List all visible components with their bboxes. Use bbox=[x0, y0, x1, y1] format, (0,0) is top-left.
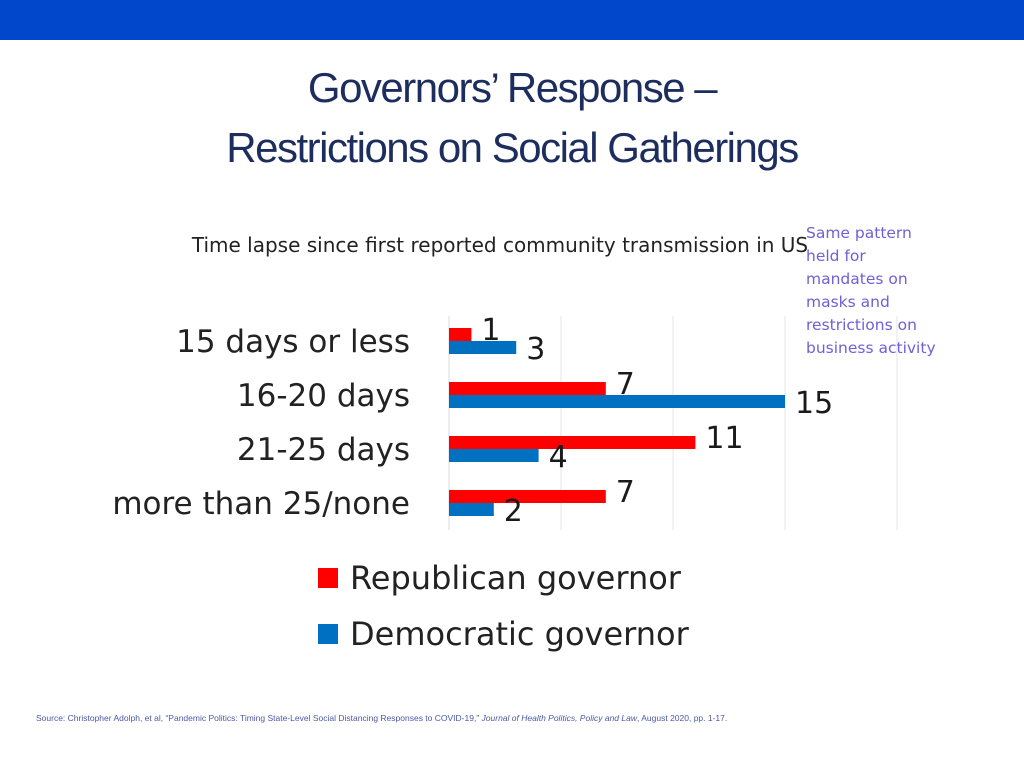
source-journal: Journal of Health Politics, Policy and L… bbox=[481, 713, 637, 723]
source-suffix: , August 2020, pp. 1-17. bbox=[636, 713, 728, 723]
bar-democratic bbox=[449, 503, 494, 516]
slide-title: Governors’ Response – Restrictions on So… bbox=[0, 58, 1024, 178]
bar-democratic bbox=[449, 449, 539, 462]
chart-legend: Republican governor Democratic governor bbox=[318, 550, 689, 662]
bar-democratic bbox=[449, 341, 517, 354]
legend-swatch-republican bbox=[318, 568, 338, 588]
legend-swatch-democratic bbox=[318, 624, 338, 644]
legend-item-democratic: Democratic governor bbox=[318, 606, 689, 662]
data-label-republican: 1 bbox=[481, 313, 500, 348]
bar-republican bbox=[449, 436, 696, 449]
side-note: Same pattern held for mandates on masks … bbox=[806, 224, 936, 357]
source-prefix: Source: Christopher Adolph, et al, “Pand… bbox=[36, 713, 480, 723]
top-banner-bar bbox=[0, 0, 1024, 40]
legend-item-republican: Republican governor bbox=[318, 550, 689, 606]
slide-title-line-2: Restrictions on Social Gatherings bbox=[226, 124, 799, 171]
category-label: more than 25/none bbox=[112, 486, 410, 522]
data-label-democratic: 15 bbox=[795, 386, 833, 421]
chart-title: Time lapse since first reported communit… bbox=[191, 233, 809, 257]
bar-republican bbox=[449, 490, 606, 503]
category-label: 15 days or less bbox=[176, 324, 410, 360]
legend-label-republican: Republican governor bbox=[350, 559, 681, 597]
data-label-republican: 11 bbox=[705, 421, 743, 456]
bar-republican bbox=[449, 328, 472, 341]
data-label-democratic: 3 bbox=[526, 332, 545, 367]
bar-republican bbox=[449, 382, 606, 395]
data-label-democratic: 4 bbox=[549, 440, 568, 475]
data-label-republican: 7 bbox=[616, 475, 635, 510]
bar-democratic bbox=[449, 395, 785, 408]
category-label: 21-25 days bbox=[237, 432, 410, 468]
source-citation: Source: Christopher Adolph, et al, “Pand… bbox=[36, 713, 727, 723]
category-label: 16-20 days bbox=[237, 378, 410, 414]
data-label-republican: 7 bbox=[616, 367, 635, 402]
data-label-democratic: 2 bbox=[504, 494, 523, 529]
slide-title-line-1: Governors’ Response – bbox=[307, 64, 718, 111]
legend-label-democratic: Democratic governor bbox=[350, 615, 689, 653]
